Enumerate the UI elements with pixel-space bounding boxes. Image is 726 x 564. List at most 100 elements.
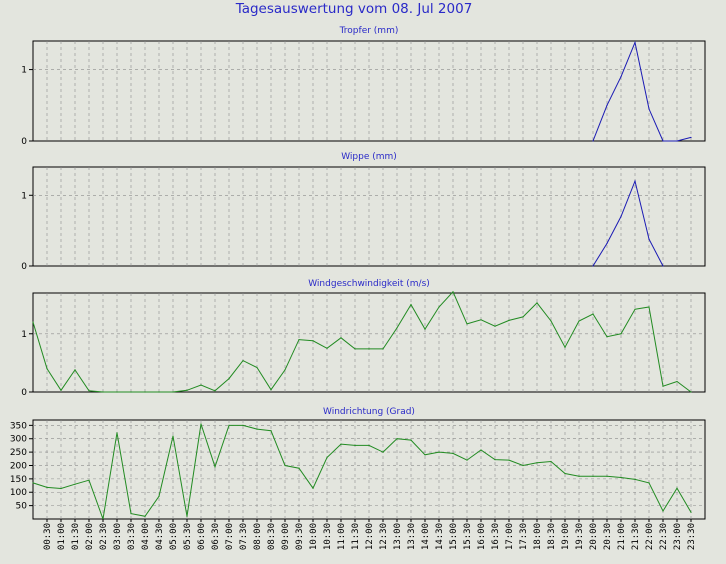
data-point <box>634 41 636 44</box>
x-tick-label: 13:30 <box>407 523 417 550</box>
page-title: Tagesauswertung vom 08. Jul 2007 <box>235 1 473 17</box>
data-point <box>438 451 440 453</box>
data-point <box>676 487 678 489</box>
data-point <box>536 302 538 304</box>
data-point <box>480 319 482 321</box>
data-point <box>648 108 650 110</box>
x-tick-label: 12:30 <box>379 523 389 550</box>
data-point <box>606 242 608 244</box>
data-point <box>410 304 412 306</box>
data-point <box>298 467 300 469</box>
data-point <box>676 140 678 142</box>
data-point <box>620 76 622 78</box>
data-point <box>172 391 174 393</box>
data-point <box>662 510 664 512</box>
data-point <box>312 340 314 342</box>
x-tick-label: 05:30 <box>183 523 193 550</box>
data-point <box>508 319 510 321</box>
data-point <box>88 390 90 392</box>
x-tick-label: 15:00 <box>449 523 459 550</box>
panel-title: Wippe (mm) <box>341 152 397 162</box>
data-point <box>326 456 328 459</box>
data-point <box>690 136 692 139</box>
x-tick-label: 22:30 <box>659 523 669 550</box>
data-point <box>634 478 636 480</box>
x-tick-label: 13:00 <box>393 523 403 550</box>
data-point <box>284 464 286 467</box>
data-point <box>690 391 692 393</box>
data-point <box>200 384 202 386</box>
data-point <box>144 515 146 517</box>
x-tick-label: 00:30 <box>43 523 53 550</box>
data-point <box>634 180 636 182</box>
data-point <box>130 513 132 515</box>
data-point <box>354 348 356 350</box>
data-point <box>508 459 510 461</box>
data-point <box>480 449 482 451</box>
data-point <box>536 462 538 464</box>
data-point <box>410 439 412 441</box>
data-point <box>620 215 622 218</box>
data-point <box>662 140 664 142</box>
x-tick-label: 07:30 <box>239 523 249 550</box>
data-point <box>256 428 258 430</box>
x-tick-label: 02:00 <box>85 523 95 550</box>
data-point <box>270 430 272 432</box>
y-tick-label: 0 <box>21 388 27 398</box>
data-point <box>648 238 650 240</box>
data-point <box>396 438 398 440</box>
data-point <box>144 391 146 393</box>
data-point <box>564 346 566 348</box>
data-point <box>606 336 608 338</box>
data-point <box>32 482 34 484</box>
data-point <box>592 313 594 315</box>
x-tick-label: 19:00 <box>561 523 571 550</box>
y-tick-label: 1 <box>21 330 27 340</box>
data-point <box>606 475 608 477</box>
x-tick-label: 11:00 <box>337 523 347 550</box>
x-tick-label: 18:00 <box>533 523 543 550</box>
y-tick-label: 0 <box>21 137 27 147</box>
x-tick-label: 09:30 <box>295 523 305 550</box>
data-point <box>158 495 160 497</box>
data-point <box>256 366 258 369</box>
x-tick-label: 20:30 <box>603 523 613 550</box>
data-point <box>326 347 328 349</box>
data-point <box>466 323 468 325</box>
data-point <box>228 424 230 426</box>
x-tick-label: 19:30 <box>575 523 585 550</box>
y-tick-label: 0 <box>21 262 27 272</box>
data-point <box>494 325 496 327</box>
data-point <box>340 443 342 445</box>
x-tick-label: 11:30 <box>351 523 361 550</box>
x-tick-label: 08:00 <box>253 523 263 550</box>
data-point <box>634 308 636 310</box>
data-point <box>46 368 48 370</box>
data-point <box>522 316 524 318</box>
data-point <box>466 459 468 461</box>
data-point <box>648 306 650 308</box>
panel-title: Windgeschwindigkeit (m/s) <box>308 279 430 289</box>
data-point <box>620 476 622 479</box>
data-point <box>424 454 426 456</box>
data-point <box>368 348 370 350</box>
x-tick-label: 15:30 <box>463 523 473 550</box>
data-point <box>102 391 104 393</box>
x-tick-label: 10:00 <box>309 523 319 550</box>
data-point <box>312 487 314 489</box>
data-point <box>578 475 580 477</box>
data-point <box>396 327 398 329</box>
x-tick-label: 14:00 <box>421 523 431 550</box>
data-point <box>88 479 90 481</box>
data-point <box>228 378 230 380</box>
data-point <box>564 472 566 475</box>
x-tick-label: 20:00 <box>589 523 599 550</box>
data-point <box>186 515 188 517</box>
data-point <box>382 348 384 350</box>
data-point <box>46 486 48 489</box>
data-point <box>592 475 594 477</box>
x-tick-label: 07:00 <box>225 523 235 550</box>
x-tick-label: 16:30 <box>491 523 501 550</box>
data-point <box>270 389 272 391</box>
